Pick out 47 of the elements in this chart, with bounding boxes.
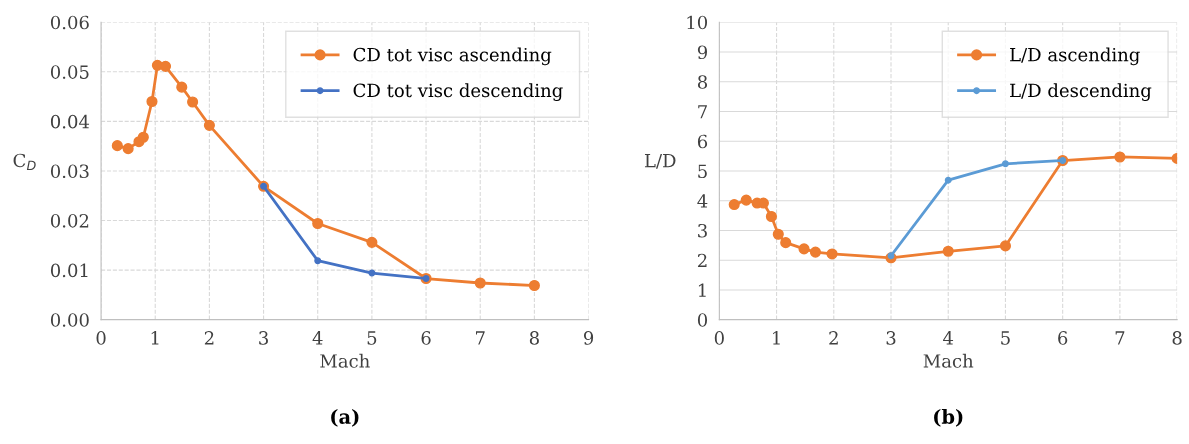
x-tick-label: 1 [151,331,159,345]
y-tick-label: 0.00 [50,313,89,327]
y-tick-label: 7 [698,105,707,119]
x-tick-label: 2 [829,331,838,345]
text: (b) [934,408,963,427]
x-tick-label: 1 [773,331,780,345]
x-tick-label: 9 [583,331,594,345]
x-tick-label: 2 [204,331,214,345]
x-tick-label: 7 [476,331,485,345]
x-tick-label: 3 [259,331,268,345]
y-tick-label: 2 [697,253,707,268]
y-tick-label: 9 [697,45,708,60]
y-tick-label: 8 [697,75,708,89]
legend-label: L/D descending [1010,83,1152,101]
x-tick-label: 6 [1058,331,1068,345]
y-tick-label: 0.02 [50,213,89,228]
x-tick-label: 0 [96,331,106,345]
y-tick-label: 6 [697,134,708,149]
y-axis-title: L/D [644,154,676,169]
text: (a) [331,408,359,427]
x-tick-label: 5 [367,331,377,345]
y-tick-label: 3 [698,223,707,238]
legend-label: CD tot visc ascending [353,47,552,66]
x-axis-title: Mach [923,353,974,368]
x-tick-label: 6 [421,331,431,345]
x-tick-label: 7 [1115,331,1125,345]
x-tick-label: 4 [312,331,323,345]
y-tick-label: 4 [697,194,708,208]
y-tick-label: 10 [687,15,708,30]
x-axis-title: Mach [320,353,370,368]
y-axis-title: C$_{D}$ [13,153,36,171]
x-tick-label: 8 [1172,331,1182,345]
y-tick-label: 1 [698,283,706,297]
y-tick-label: 0 [697,313,708,327]
legend-label: L/D ascending [1010,47,1140,66]
x-tick-label: 4 [943,331,954,345]
y-tick-label: 0.04 [50,114,90,129]
x-tick-label: 5 [1001,331,1010,345]
x-tick-label: 3 [886,331,896,345]
y-tick-label: 0.05 [50,65,89,79]
x-tick-label: 0 [714,331,724,345]
legend-label: CD tot visc descending [353,83,563,101]
y-tick-label: 0.03 [50,164,89,179]
y-tick-label: 5 [698,164,707,179]
y-tick-label: 0.01 [50,263,88,278]
y-tick-label: 0.06 [50,15,89,30]
x-tick-label: 8 [529,331,539,345]
